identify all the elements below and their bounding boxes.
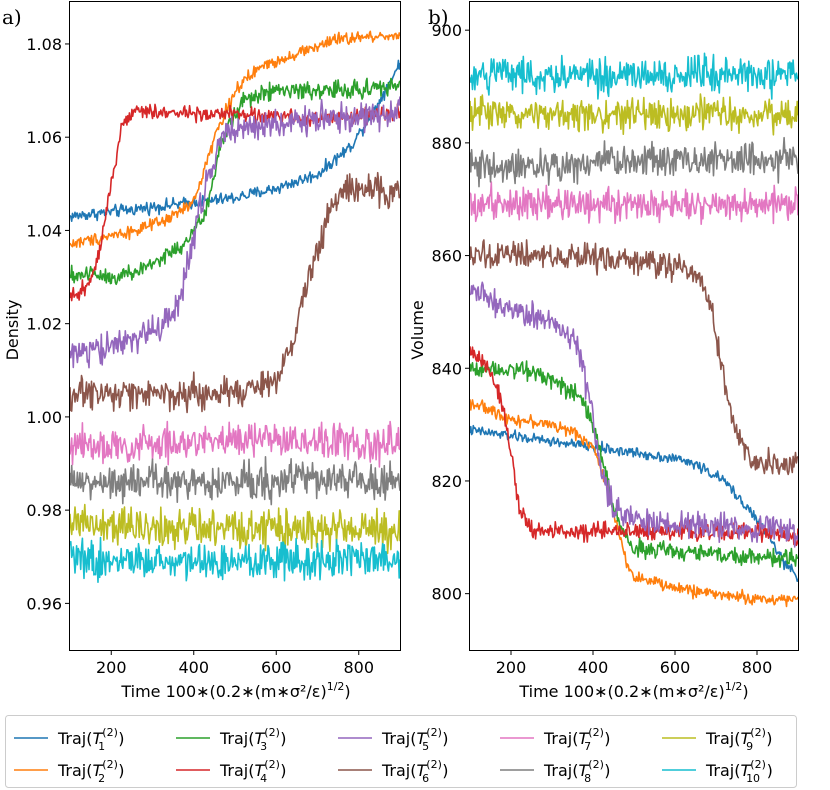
volume-series-7-line [469,181,799,225]
density-y-tick-label: 1.04 [26,221,62,240]
volume-series-6-line [469,239,799,476]
legend-entry-7: Traj(T(2) 7) [500,726,611,753]
legend-entry-5: Traj(T(2) 5) [338,726,449,753]
density-x-tick-label: 800 [343,658,374,677]
volume-panel: b) 200 400 600 800 800 820 840 860 880 900 Volum… [408,1,799,701]
legend-label: Traj(T(2) 8) [543,758,611,785]
density-x-tick-label: 600 [261,658,292,677]
legend-label: Traj(T(2) 1) [57,726,125,753]
volume-series-2-line [469,399,799,608]
density-y-tick-label: 1.08 [26,35,62,54]
density-y-tick-label: 0.96 [26,594,62,613]
density-series-5-line [69,96,401,369]
volume-y-tick-label: 860 [431,247,462,266]
density-series-3-line [69,77,401,286]
volume-series-3-line [469,360,798,568]
legend-entry-1: Traj(T(2) 1) [14,726,125,753]
density-plot-frame [69,1,401,651]
volume-x-tick-label: 200 [496,658,527,677]
volume-x-ticks: 200 400 600 800 [496,650,773,677]
density-series-10-line [69,536,401,583]
volume-x-tick-label: 400 [578,658,609,677]
volume-x-tick-label: 800 [742,658,773,677]
legend-label: Traj(T(2) 5) [381,726,449,753]
density-x-tick-label: 200 [96,658,127,677]
legend-label: Traj(T(2) 3) [219,726,287,753]
legend-entry-8: Traj(T(2) 8) [500,758,611,785]
density-y-axis-label: Density [3,300,22,361]
panel-b-label: b) [428,5,449,29]
volume-y-ticks: 800 820 840 860 880 900 [431,21,470,604]
legend-items: Traj(T(2) 1) Traj(T(2) 2) Traj(T(2) 3) Traj(T(… [14,726,773,785]
volume-series-5-line [469,281,799,548]
density-x-ticks: 200 400 600 800 [96,650,374,677]
volume-y-axis-label: Volume [408,300,427,360]
volume-y-tick-label: 840 [431,359,462,378]
legend-entry-4: Traj(T(2) 4) [176,758,287,785]
volume-series-10-line [469,52,799,100]
panel-a-label: a) [2,5,22,29]
legend-label: Traj(T(2) 9) [705,726,773,753]
density-y-tick-label: 1.00 [26,408,62,427]
legend-entry-2: Traj(T(2) 2) [14,758,125,785]
volume-y-tick-label: 820 [431,472,462,491]
density-y-tick-label: 1.02 [26,315,62,334]
density-series-9-line [69,503,401,555]
legend-label: Traj(T(2) 4) [219,758,287,785]
density-y-tick-label: 1.06 [26,128,62,147]
volume-y-tick-label: 900 [431,21,462,40]
density-series-1-line [69,59,401,222]
volume-series-9-line [469,93,799,136]
volume-y-tick-label: 800 [431,585,462,604]
volume-series-8-line [469,136,799,188]
density-series-6-line [69,171,401,414]
density-y-tick-label: 0.98 [26,501,62,520]
density-series-8-line [69,456,401,506]
volume-x-axis-label: Time 100∗(0.2∗(m∗σ²/ε)1/2) [518,680,748,701]
volume-series-group [469,52,799,608]
legend-entry-3: Traj(T(2) 3) [176,726,287,753]
density-x-axis-label: Time 100∗(0.2∗(m∗σ²/ε)1/2) [120,680,350,701]
legend-label: Traj(T(2) 7) [543,726,611,753]
volume-y-tick-label: 880 [431,134,462,153]
density-series-group [69,30,401,583]
volume-x-tick-label: 600 [660,658,691,677]
legend-label: Traj(T(2) 10) [705,758,773,785]
volume-series-4-line [469,346,799,547]
legend-label: Traj(T(2) 6) [381,758,449,785]
density-series-2-line [69,30,401,248]
legend: Traj(T(2) 1) Traj(T(2) 2) Traj(T(2) 3) Traj(T(… [5,715,797,788]
density-panel: a) 200 400 600 800 0.96 0.98 1.00 1.02 1.04 1.06… [2,1,401,701]
density-series-7-line [69,420,401,468]
legend-entry-6: Traj(T(2) 6) [338,758,449,785]
volume-plot-frame [469,1,799,651]
density-x-tick-label: 400 [178,658,209,677]
density-y-ticks: 0.96 0.98 1.00 1.02 1.04 1.06 1.08 [26,35,70,613]
volume-series-1-line [469,424,799,582]
legend-entry-9: Traj(T(2) 9) [662,726,773,753]
legend-label: Traj(T(2) 2) [57,758,125,785]
legend-entry-10: Traj(T(2) 10) [662,758,773,785]
